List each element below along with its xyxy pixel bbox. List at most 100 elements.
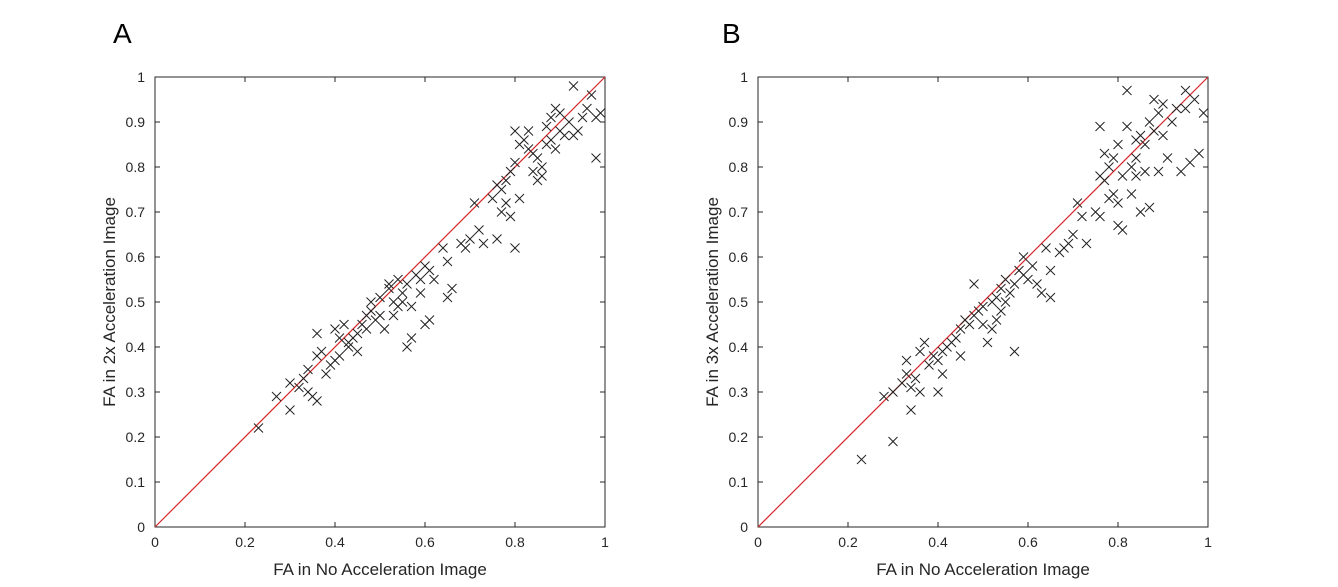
data-point — [415, 274, 426, 285]
data-point — [1194, 148, 1204, 159]
data-point — [1131, 153, 1141, 163]
y-tick-label: 0.2 — [729, 429, 749, 445]
y-tick-label: 0.5 — [126, 294, 146, 310]
data-point — [285, 405, 295, 415]
data-point — [312, 328, 322, 339]
data-point — [537, 162, 547, 172]
scatter-chart-a: 0 0.2 0.4 0.6 0.8 1 0 0.1 0.2 0.3 0.4 0.5 0.6 0.7 0.8 0… — [100, 69, 610, 579]
data-point — [1171, 103, 1182, 114]
data-point — [510, 157, 520, 168]
data-point — [492, 180, 502, 190]
data-point — [379, 324, 390, 334]
data-point — [1041, 243, 1051, 253]
data-point — [1140, 139, 1150, 150]
data-point — [1045, 292, 1056, 303]
data-point — [397, 297, 408, 307]
data-point — [1095, 121, 1105, 132]
data-point — [1104, 162, 1114, 172]
data-point — [559, 130, 570, 141]
data-point — [933, 387, 943, 397]
data-point — [510, 243, 520, 253]
data-point — [375, 310, 385, 321]
data-point — [523, 126, 534, 136]
data-point — [501, 198, 511, 208]
data-point — [442, 292, 453, 303]
x-axis-label: FA in No Acceleration Image — [273, 560, 487, 579]
x-tick-label: 0.2 — [838, 534, 858, 550]
data-point — [1081, 238, 1092, 249]
data-point — [519, 135, 529, 145]
data-point — [339, 319, 349, 330]
data-point — [969, 279, 979, 289]
x-tick-label: 0.6 — [415, 534, 435, 550]
data-point — [582, 103, 592, 114]
y-tick-label: 0.6 — [729, 249, 749, 265]
data-point — [982, 337, 993, 348]
y-tick-label: 0.3 — [729, 384, 749, 400]
data-point — [856, 454, 867, 465]
data-point — [316, 346, 327, 357]
data-point — [987, 324, 997, 334]
y-tick-label: 0.7 — [126, 204, 146, 220]
data-point — [937, 369, 948, 379]
data-point — [586, 90, 597, 100]
y-tick-label: 0.4 — [729, 339, 749, 355]
data-point — [352, 346, 363, 357]
data-point — [402, 279, 412, 289]
data-point — [564, 117, 574, 127]
x-tick-label: 0 — [754, 534, 762, 550]
data-point — [1095, 171, 1105, 181]
data-point — [919, 337, 930, 348]
data-point — [1072, 198, 1083, 208]
y-tick-label: 0.8 — [729, 159, 749, 175]
data-point — [1023, 274, 1033, 285]
data-point — [330, 324, 340, 334]
data-point — [510, 126, 520, 136]
y-tick-label: 0.5 — [729, 294, 749, 310]
data-point — [1149, 126, 1159, 136]
y-tick-label: 0 — [740, 519, 748, 535]
data-point — [474, 225, 484, 235]
y-tick-label: 1 — [740, 69, 748, 85]
data-point — [352, 328, 363, 339]
data-point — [1104, 193, 1114, 204]
x-tick-label: 0.6 — [1018, 534, 1038, 550]
data-point — [1000, 274, 1011, 285]
data-point — [555, 108, 565, 118]
data-point — [424, 265, 435, 276]
data-point — [897, 378, 907, 388]
data-point — [393, 274, 403, 285]
data-point — [1158, 99, 1168, 109]
data-point — [496, 207, 507, 217]
identity-line — [154, 76, 606, 528]
data-point — [505, 211, 516, 222]
data-point — [955, 324, 966, 334]
data-point — [568, 81, 579, 91]
y-tick-label: 0.3 — [126, 384, 146, 400]
panel-label-a: A — [113, 18, 132, 49]
data-point — [1063, 238, 1074, 249]
data-point — [996, 283, 1006, 294]
data-point — [469, 198, 480, 208]
data-point — [1009, 346, 1020, 357]
data-point — [1185, 157, 1195, 168]
data-point — [978, 319, 988, 330]
data-point — [460, 243, 471, 253]
data-point — [546, 135, 556, 145]
data-point — [1189, 94, 1200, 105]
data-point — [532, 153, 543, 163]
data-point — [991, 292, 1002, 303]
data-point — [573, 126, 583, 136]
y-tick-label: 0.1 — [126, 474, 146, 490]
data-point — [933, 355, 943, 366]
data-point — [955, 351, 966, 361]
data-point — [888, 387, 898, 397]
plot-area: 0 0.2 0.4 0.6 0.8 1 0 0.1 0.2 0.3 0.4 0.5 0.6 0.7 0.8 0… — [126, 69, 610, 550]
data-point — [343, 342, 354, 352]
data-point — [1117, 225, 1128, 235]
data-point — [402, 342, 412, 352]
x-tick-label: 0.4 — [325, 534, 345, 550]
data-point — [1153, 166, 1164, 177]
data-point — [915, 346, 925, 357]
data-point — [1135, 130, 1146, 141]
